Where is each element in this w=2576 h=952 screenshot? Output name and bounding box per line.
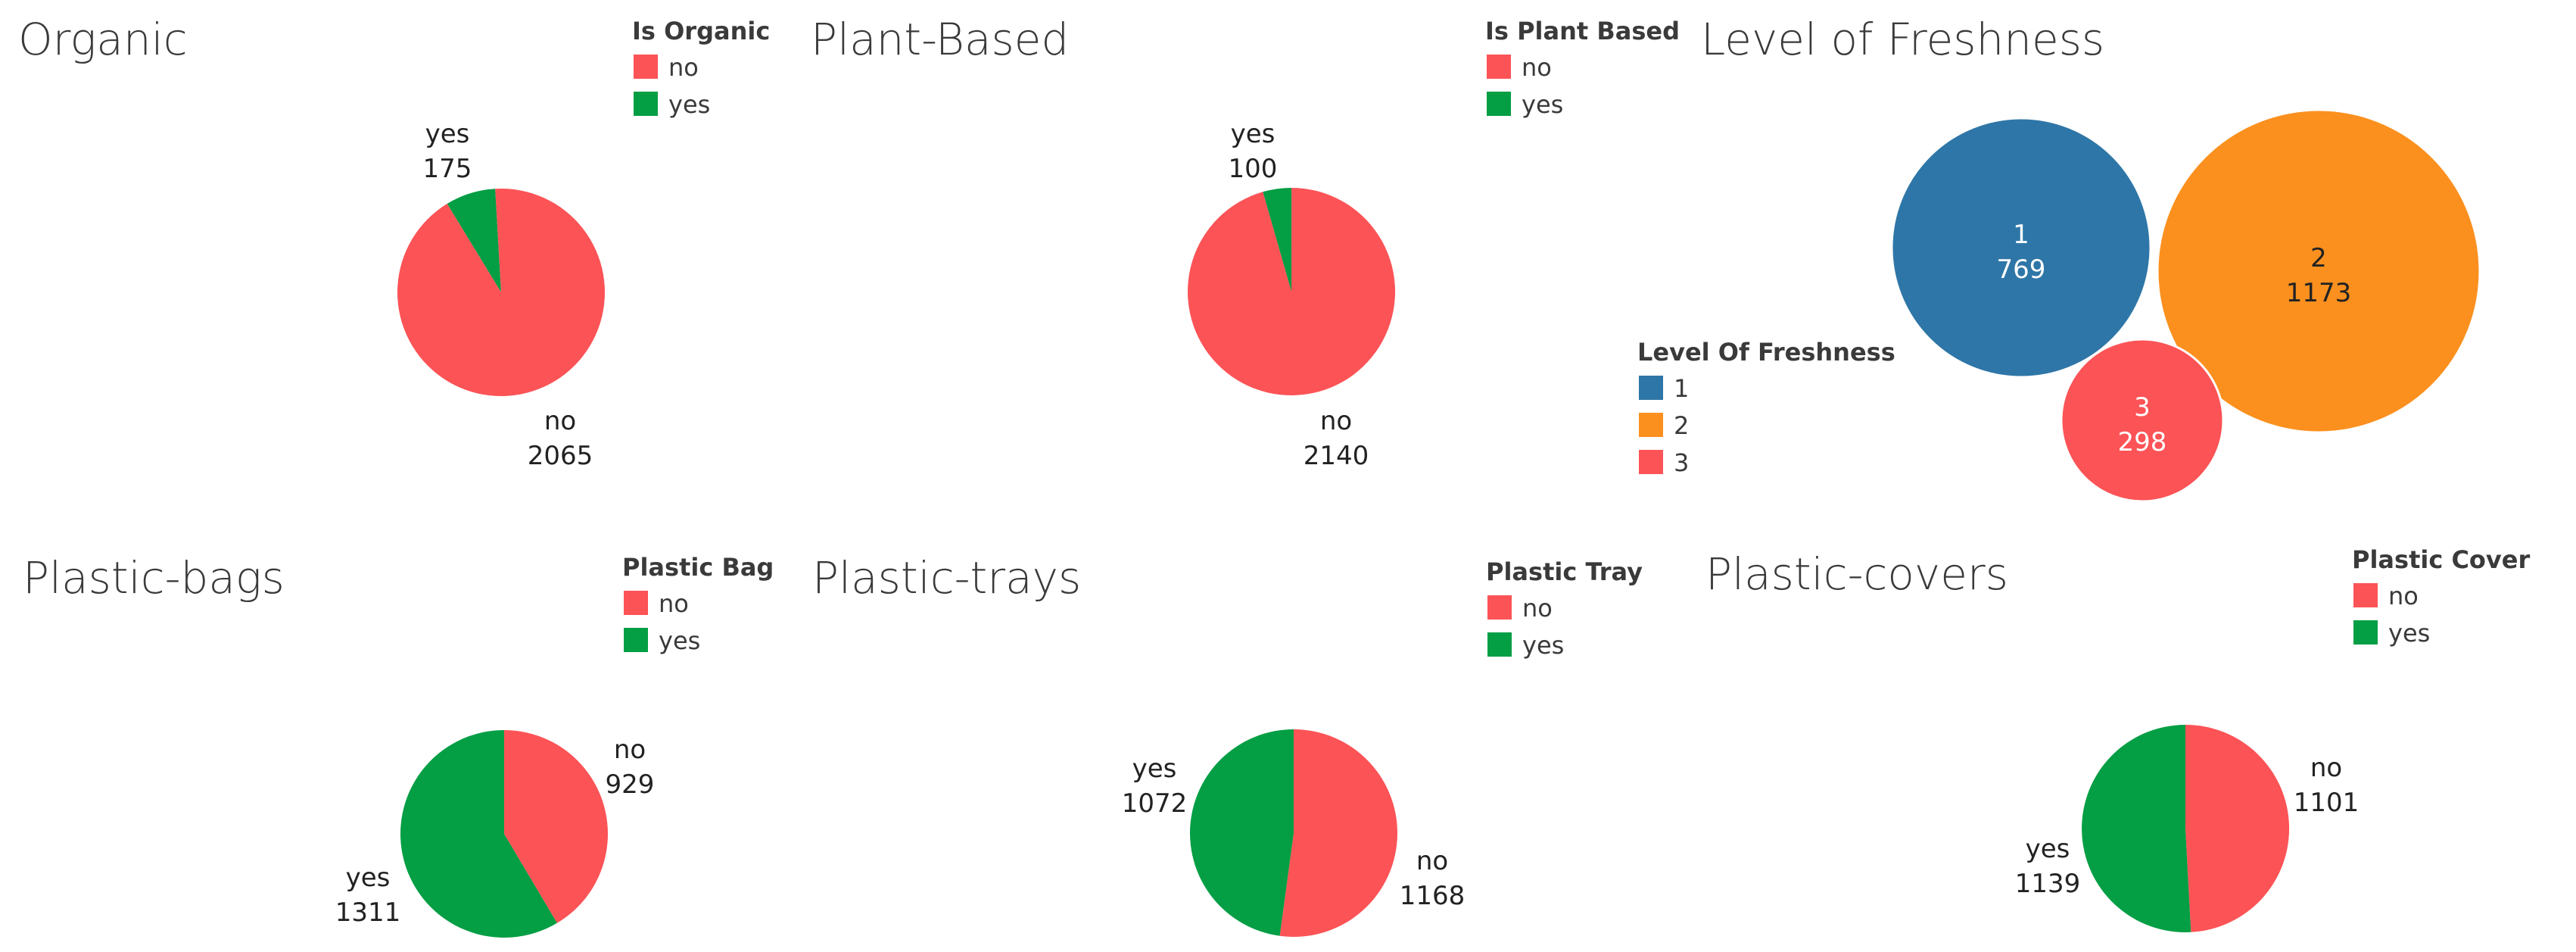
plastic-trays-legend-title: Plastic Tray <box>1486 557 1643 586</box>
plastic-covers-legend: Plastic Cover no yes <box>2352 545 2530 648</box>
plant-based-legend-swatch-yes <box>1487 92 1511 116</box>
level-of-freshness-bubble-value-2: 1173 <box>2286 278 2352 308</box>
plant-based-slice-yes <box>1263 187 1292 292</box>
plastic-bags-legend: Plastic Bag no yes <box>622 553 774 655</box>
plant-based-slice-value-no: 2140 <box>1304 441 1369 471</box>
plant-based-title: Plant-Based <box>811 14 1069 65</box>
level-of-freshness-bubble-label-2: 2 <box>2310 243 2327 273</box>
plant-based-slice-label-yes: yes <box>1231 119 1276 149</box>
organic-legend-title: Is Organic <box>632 17 770 45</box>
plant-based-legend-swatch-no <box>1487 55 1511 79</box>
plastic-covers-slice-no <box>2185 724 2290 932</box>
plastic-covers-slice-value-yes: 1139 <box>2015 869 2081 899</box>
plant-based-legend-title: Is Plant Based <box>1485 17 1680 45</box>
level-of-freshness-legend-label-2: 2 <box>1674 411 1689 440</box>
organic-legend-swatch-yes <box>634 92 658 116</box>
plastic-bags-legend-swatch-yes <box>624 628 648 652</box>
plastic-bags-slice-value-yes: 1311 <box>335 897 401 928</box>
level-of-freshness-legend-swatch-3 <box>1639 450 1663 474</box>
organic-legend-label-no: no <box>668 53 699 82</box>
plastic-trays-legend-label-yes: yes <box>1522 631 1564 660</box>
level-of-freshness-bubble-1 <box>1890 117 2152 379</box>
plastic-covers-slice-yes <box>2082 725 2191 932</box>
organic-slice-value-no: 2065 <box>528 441 593 471</box>
organic-slice-label-yes: yes <box>425 119 470 149</box>
plastic-trays-legend: Plastic Tray no yes <box>1486 557 1643 660</box>
plastic-trays-slice-yes <box>1190 729 1294 936</box>
plastic-bags-title: Plastic-bags <box>23 552 285 604</box>
organic-legend-swatch-no <box>634 55 658 79</box>
level-of-freshness-legend-label-3: 3 <box>1674 448 1689 477</box>
level-of-freshness-bubble-label-3: 3 <box>2134 392 2151 423</box>
plastic-bags-legend-swatch-no <box>624 591 648 615</box>
organic-slice-label-no: no <box>544 406 576 436</box>
plastic-covers-slice-label-no: no <box>2310 753 2342 783</box>
plastic-bags-slice-yes <box>400 729 557 938</box>
level-of-freshness-bubble-2 <box>2156 108 2481 434</box>
level-of-freshness-legend-swatch-2 <box>1639 413 1663 437</box>
plastic-trays-legend-swatch-no <box>1487 595 1512 620</box>
organic-slice-value-yes: 175 <box>423 154 472 184</box>
plastic-bags-slice-label-no: no <box>614 735 646 765</box>
plastic-bags-slice-value-no: 929 <box>606 769 655 800</box>
organic-legend-label-yes: yes <box>668 90 710 119</box>
plastic-trays-panel: Plastic-trays Plastic Tray no yes no 1168 yes 1… <box>812 552 1643 937</box>
plastic-covers-legend-label-yes: yes <box>2388 619 2430 648</box>
plastic-trays-slice-value-no: 1168 <box>1400 881 1466 911</box>
organic-legend: Is Organic no yes <box>632 17 770 119</box>
organic-slice-no <box>397 188 605 396</box>
plastic-bags-legend-label-yes: yes <box>659 626 700 655</box>
plastic-covers-legend-label-no: no <box>2388 582 2419 610</box>
level-of-freshness-legend-label-1: 1 <box>1674 374 1689 403</box>
level-of-freshness-bubble-value-1: 769 <box>1997 254 2046 285</box>
level-of-freshness-bubble-label-1: 1 <box>2013 220 2029 250</box>
plant-based-slice-label-no: no <box>1320 406 1352 436</box>
plant-based-slice-value-yes: 100 <box>1229 154 1278 184</box>
level-of-freshness-legend-swatch-1 <box>1639 376 1663 400</box>
plastic-trays-legend-swatch-yes <box>1487 632 1512 657</box>
plastic-trays-slice-label-no: no <box>1416 846 1448 876</box>
level-of-freshness-legend: Level Of Freshness 1 2 3 <box>1637 338 1895 477</box>
plastic-covers-legend-title: Plastic Cover <box>2352 545 2530 574</box>
plant-based-slice-no <box>1188 188 1396 395</box>
plastic-covers-title: Plastic-covers <box>1705 548 2008 600</box>
plastic-bags-slice-no <box>504 730 608 923</box>
plastic-covers-slice-label-yes: yes <box>2026 834 2070 864</box>
plastic-bags-legend-title: Plastic Bag <box>622 553 774 582</box>
level-of-freshness-legend-title: Level Of Freshness <box>1637 338 1895 367</box>
plastic-trays-legend-label-no: no <box>1522 594 1553 623</box>
plastic-trays-slice-value-yes: 1072 <box>1122 788 1188 819</box>
plastic-covers-panel: Plastic-covers Plastic Cover no yes no 1101 ye… <box>1705 545 2530 932</box>
organic-panel: Organic Is Organic no yes yes 175 no 2065 <box>18 14 770 471</box>
plastic-bags-legend-label-no: no <box>659 589 689 618</box>
level-of-freshness-bubble-value-3: 298 <box>2118 427 2167 457</box>
plant-based-legend: Is Plant Based no yes <box>1485 17 1680 119</box>
plastic-covers-slice-value-no: 1101 <box>2294 788 2360 818</box>
plastic-trays-slice-label-yes: yes <box>1132 754 1177 784</box>
plastic-covers-legend-swatch-no <box>2353 583 2378 607</box>
level-of-freshness-bubble-3 <box>2060 338 2225 503</box>
organic-slice-yes <box>447 189 501 292</box>
plant-based-legend-label-no: no <box>1522 53 1552 82</box>
plastic-trays-title: Plastic-trays <box>812 552 1081 604</box>
plant-based-panel: Plant-Based Is Plant Based no yes yes 100 no 21… <box>811 14 1680 471</box>
level-of-freshness-panel: Level of Freshness Level Of Freshness 1 2 3 1… <box>1637 14 2481 503</box>
level-of-freshness-title: Level of Freshness <box>1701 14 2104 65</box>
plastic-bags-slice-label-yes: yes <box>346 863 391 893</box>
plastic-bags-panel: Plastic-bags Plastic Bag no yes no 929 yes 1311 <box>23 552 774 938</box>
plastic-covers-legend-swatch-yes <box>2353 620 2378 645</box>
plant-based-legend-label-yes: yes <box>1522 90 1563 119</box>
plastic-trays-slice-no <box>1279 729 1398 937</box>
organic-title: Organic <box>18 14 188 65</box>
